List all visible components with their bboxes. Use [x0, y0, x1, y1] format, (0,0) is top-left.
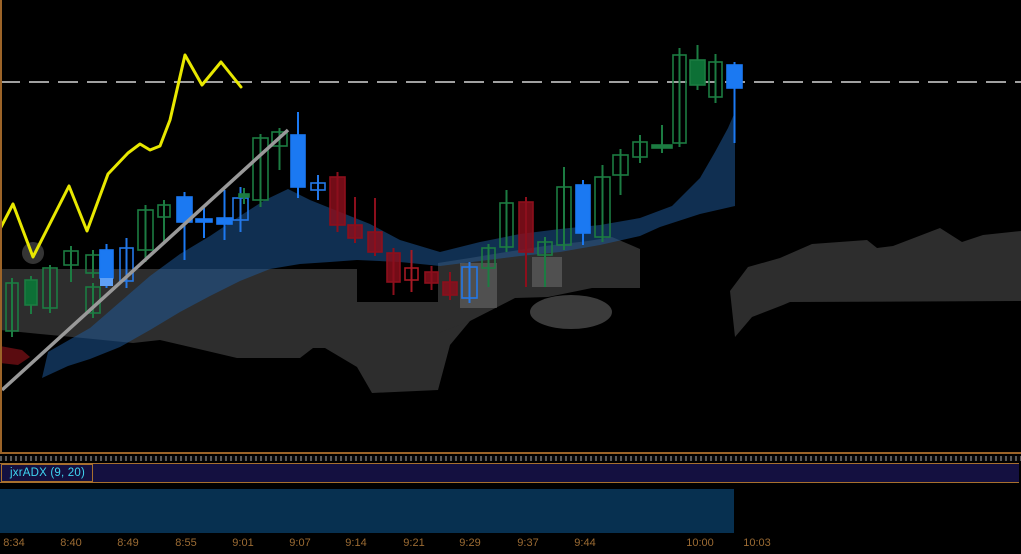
candle: [651, 125, 673, 153]
time-label: 9:01: [232, 537, 254, 549]
candle: [5, 278, 19, 337]
time-axis: 8:34 8:40 8:49 8:55 9:01 9:07 9:14 9:21 9:29 9:37…: [0, 536, 1021, 552]
candle: [85, 250, 101, 278]
time-label: 8:40: [60, 537, 82, 549]
time-label: 10:00: [686, 537, 714, 549]
red-cloud-fragment: [0, 346, 30, 365]
candle: [195, 208, 213, 238]
candle: [594, 165, 611, 242]
candle: [216, 190, 233, 240]
candle: [310, 175, 326, 200]
time-label: 8:49: [117, 537, 139, 549]
time-label: 9:44: [574, 537, 596, 549]
candles-layer: [5, 45, 743, 337]
candle: [689, 45, 706, 90]
candle: [290, 112, 306, 198]
time-label: 8:55: [175, 537, 197, 549]
time-label: 10:03: [743, 537, 771, 549]
trend-line[interactable]: [0, 128, 290, 392]
candle: [386, 248, 401, 295]
candle: [481, 244, 496, 287]
time-label: 9:29: [459, 537, 481, 549]
candle: [612, 149, 629, 195]
candle: [518, 197, 534, 287]
chart-left-border: [0, 0, 2, 454]
candle: [499, 190, 514, 252]
candle: [42, 265, 58, 313]
candle: [119, 238, 134, 288]
candle: [137, 205, 154, 262]
candle: [238, 188, 250, 204]
candle: [404, 250, 419, 292]
candle: [442, 272, 458, 300]
candle: [100, 278, 113, 286]
panel-separator[interactable]: [0, 456, 1021, 461]
price-chart-surface[interactable]: [0, 0, 1021, 460]
chart-bottom-border: [0, 452, 1021, 454]
indicator-plot-area[interactable]: [0, 484, 1021, 534]
time-label: 8:34: [3, 537, 25, 549]
candle: [461, 262, 478, 303]
time-label: 9:07: [289, 537, 311, 549]
candle: [672, 48, 687, 147]
candle: [329, 172, 346, 232]
candle: [24, 276, 38, 314]
candle: [347, 197, 363, 243]
candle: [575, 180, 591, 245]
candle: [252, 134, 269, 207]
time-label: 9:14: [345, 537, 367, 549]
indicator-label: jxrADX (9, 20): [10, 467, 86, 479]
candle: [367, 198, 383, 256]
highlight-boxes: [460, 257, 562, 308]
yellow-indicator-line: [0, 53, 243, 259]
candle: [63, 246, 79, 282]
gray-cloud-layer: [0, 228, 1021, 393]
indicator-value-bar: [0, 489, 734, 533]
time-label: 9:21: [403, 537, 425, 549]
candle: [708, 54, 723, 103]
candle: [537, 237, 553, 287]
candle: [424, 266, 439, 290]
candle: [556, 167, 572, 250]
navy-cloud-layer: [42, 112, 735, 378]
time-label: 9:37: [517, 537, 539, 549]
indicator-panel-header: jxrADX (9, 20): [0, 463, 1019, 483]
candle: [271, 128, 288, 170]
event-ellipse: [530, 295, 612, 329]
indicator-label-box[interactable]: jxrADX (9, 20): [1, 464, 93, 482]
candle: [726, 62, 743, 143]
candle: [157, 200, 171, 243]
candle: [632, 135, 648, 163]
